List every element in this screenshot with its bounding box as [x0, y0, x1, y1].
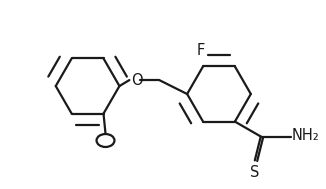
Text: S: S: [250, 165, 259, 180]
Ellipse shape: [96, 134, 114, 147]
Text: F: F: [197, 43, 205, 58]
Text: NH₂: NH₂: [292, 128, 319, 143]
Text: O: O: [132, 73, 143, 88]
